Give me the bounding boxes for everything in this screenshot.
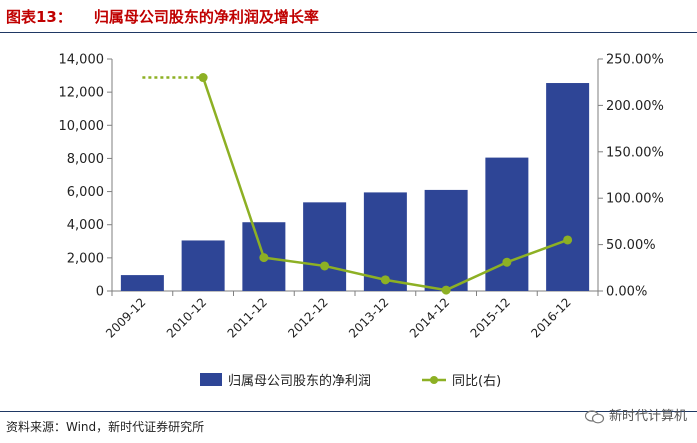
right-tick-label: 150.00%	[606, 145, 664, 160]
left-tick-label: 4,000	[67, 218, 104, 233]
watermark: 新时代计算机	[584, 405, 687, 424]
chart: 0 2,000 4,000 6,000 8,000 10,000 12,000 14,000 0…	[59, 53, 664, 390]
top-rule	[0, 32, 697, 33]
chart-title: 归属母公司股东的净利润及增长率	[93, 8, 319, 26]
figure-label: 图表13：	[6, 8, 72, 26]
bar	[303, 202, 347, 291]
left-tick-label: 2,000	[67, 251, 104, 266]
legend-line-marker	[430, 376, 438, 384]
line-point	[380, 275, 390, 285]
legend-bar-swatch	[200, 373, 222, 386]
x-tick-label: 2014-12	[407, 295, 452, 340]
left-tick-label: 8,000	[67, 152, 104, 167]
bar	[546, 83, 590, 292]
line-point	[441, 285, 451, 295]
line-point	[198, 73, 208, 83]
left-tick-label: 12,000	[59, 86, 105, 101]
left-tick-label: 14,000	[59, 53, 105, 68]
watermark-text: 新时代计算机	[608, 409, 687, 424]
line-point	[502, 257, 512, 267]
bar	[363, 192, 407, 291]
x-tick-label: 2012-12	[285, 295, 330, 340]
line-point	[320, 261, 330, 271]
bottom-rule	[0, 411, 697, 412]
bar	[181, 240, 225, 291]
bar	[424, 189, 468, 291]
x-tick-label: 2009-12	[103, 295, 148, 340]
x-tick-label: 2015-12	[468, 295, 513, 340]
right-tick-label: 200.00%	[606, 99, 664, 114]
left-tick-label: 10,000	[59, 119, 105, 134]
x-tick-label: 2013-12	[346, 295, 391, 340]
x-tick-label: 2011-12	[225, 295, 270, 340]
x-tick-label: 2010-12	[164, 295, 209, 340]
bar	[120, 275, 164, 291]
wechat-icon	[584, 409, 605, 423]
right-tick-label: 100.00%	[606, 192, 664, 207]
right-tick-label: 250.00%	[606, 53, 664, 68]
right-tick-label: 50.00%	[606, 238, 656, 253]
left-tick-label: 0	[96, 285, 104, 300]
right-tick-label: 0.00%	[606, 285, 647, 300]
line-point	[563, 235, 573, 245]
legend-bar-label: 归属母公司股东的净利润	[228, 373, 371, 389]
source-note: 资料来源：Wind，新时代证券研究所	[6, 420, 205, 434]
line-point	[259, 253, 269, 263]
left-tick-label: 6,000	[67, 185, 104, 200]
legend-line-label: 同比(右)	[452, 374, 501, 389]
figure-title: 图表13： 归属母公司股东的净利润及增长率	[6, 6, 319, 27]
x-tick-label: 2016-12	[528, 295, 573, 340]
bar	[485, 157, 529, 291]
